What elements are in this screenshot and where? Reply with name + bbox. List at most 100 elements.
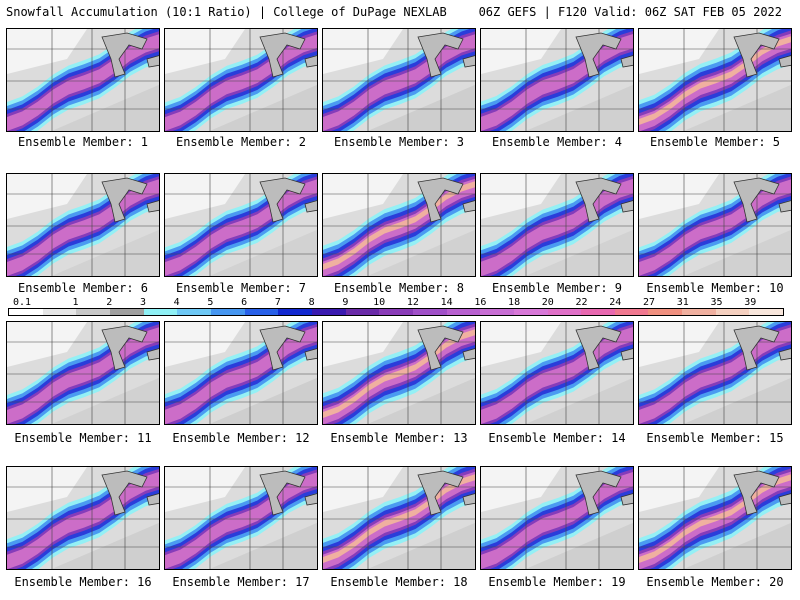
snow-band-5 (639, 327, 791, 424)
no-snow-area (481, 29, 561, 74)
snow-band-5 (7, 327, 159, 424)
snow-band-5 (481, 472, 633, 569)
colorbar-label: 4 (173, 297, 180, 308)
colorbar-swatch (749, 309, 784, 315)
ensemble-map-5 (638, 28, 792, 132)
colorbar-labels: 0.1 1 2 3 4 5 6 7 8 9 10 12 14 16 18 20 22 24 27 31 35 39 (8, 297, 784, 308)
snow-band-5 (165, 34, 317, 131)
snow-band-max (639, 474, 791, 563)
state-borders (7, 322, 159, 424)
colorbar-swatch (109, 309, 144, 315)
great-lakes (101, 325, 148, 371)
ensemble-map-13 (322, 321, 476, 425)
ensemble-member-label: Ensemble Member: 6 (17, 281, 149, 295)
lake-erie (304, 493, 317, 506)
ensemble-map-20 (638, 466, 792, 570)
snow-band-max (323, 181, 475, 270)
state-borders (481, 467, 633, 569)
colorbar-label: 39 (744, 297, 757, 308)
colorbar-swatch (177, 309, 211, 315)
no-snow-area (165, 322, 245, 367)
great-lakes (733, 177, 780, 223)
ensemble-member-label: Ensemble Member: 16 (14, 575, 152, 589)
ensemble-map-15 (638, 321, 792, 425)
ensemble-map-12 (164, 321, 318, 425)
no-snow-area (323, 467, 403, 512)
ensemble-member-label: Ensemble Member: 8 (333, 281, 465, 295)
ensemble-map-2 (164, 28, 318, 132)
no-snow-area (481, 174, 561, 219)
colorbar-label: 1 (72, 297, 79, 308)
ensemble-map-6 (6, 173, 160, 277)
snow-band-5 (165, 326, 317, 424)
great-lakes (417, 32, 464, 78)
ensemble-member-label: Ensemble Member: 14 (488, 431, 626, 445)
ensemble-map-9 (480, 173, 634, 277)
ensemble-map-16 (6, 466, 160, 570)
ensemble-member-label: Ensemble Member: 15 (646, 431, 784, 445)
great-lakes (101, 470, 148, 516)
ensemble-map-19 (480, 466, 634, 570)
ensemble-member-label: Ensemble Member: 9 (491, 281, 623, 295)
no-snow-area (481, 467, 561, 512)
lake-erie (620, 348, 633, 361)
colorbar-swatch (76, 309, 110, 315)
great-lakes (575, 32, 622, 78)
great-lakes (733, 470, 780, 516)
state-borders (7, 29, 159, 131)
great-lakes (417, 177, 464, 223)
colorbar-label: 10 (373, 297, 386, 308)
colorbar-label: 6 (241, 297, 248, 308)
ensemble-member-label: Ensemble Member: 17 (172, 575, 310, 589)
colorbar-label: 31 (676, 297, 689, 308)
no-snow-area (323, 174, 403, 219)
colorbar-label: 18 (508, 297, 521, 308)
snow-band-5 (481, 34, 633, 131)
colorbar-swatch (210, 309, 245, 315)
run-valid-time: 06Z GEFS | F120 Valid: 06Z SAT FEB 05 20… (478, 5, 782, 19)
great-lakes (575, 325, 622, 371)
no-snow-area (323, 29, 403, 74)
lake-erie (462, 493, 475, 506)
snow-band-5 (639, 179, 791, 276)
ensemble-map-4 (480, 28, 634, 132)
colorbar-label: 0.1 (12, 297, 32, 308)
great-lakes (417, 325, 464, 371)
snow-band-5 (481, 178, 633, 276)
southern-snow-area (367, 84, 475, 131)
lake-erie (304, 200, 317, 213)
lake-erie (778, 348, 791, 361)
state-borders (639, 467, 791, 569)
ensemble-member-label: Ensemble Member: 1 (17, 135, 149, 149)
colorbar-label: 14 (440, 297, 453, 308)
snow-band-max (323, 474, 475, 563)
state-borders (639, 322, 791, 424)
colorbar-label: 5 (207, 297, 214, 308)
colorbar-swatch (244, 309, 279, 315)
ensemble-map-17 (164, 466, 318, 570)
colorbar-swatch (9, 309, 43, 315)
no-snow-area (639, 467, 719, 512)
state-borders (639, 29, 791, 131)
ensemble-map-11 (6, 321, 160, 425)
no-snow-area (639, 174, 719, 219)
colorbar-swatch (311, 309, 346, 315)
state-borders (165, 322, 317, 424)
lake-erie (778, 200, 791, 213)
state-borders (7, 467, 159, 569)
colorbar-label: 3 (139, 297, 146, 308)
colorbar-label: 35 (710, 297, 723, 308)
ensemble-member-label: Ensemble Member: 10 (646, 281, 784, 295)
ensemble-member-label: Ensemble Member: 2 (175, 135, 307, 149)
no-snow-area (7, 29, 87, 74)
no-snow-area (7, 467, 87, 512)
state-borders (323, 322, 475, 424)
no-snow-area (639, 322, 719, 367)
lake-erie (462, 348, 475, 361)
colorbar-swatch (480, 309, 514, 315)
colorbar-label: 12 (406, 297, 419, 308)
ensemble-map-10 (638, 173, 792, 277)
colorbar-swatch (143, 309, 178, 315)
state-borders (639, 174, 791, 276)
